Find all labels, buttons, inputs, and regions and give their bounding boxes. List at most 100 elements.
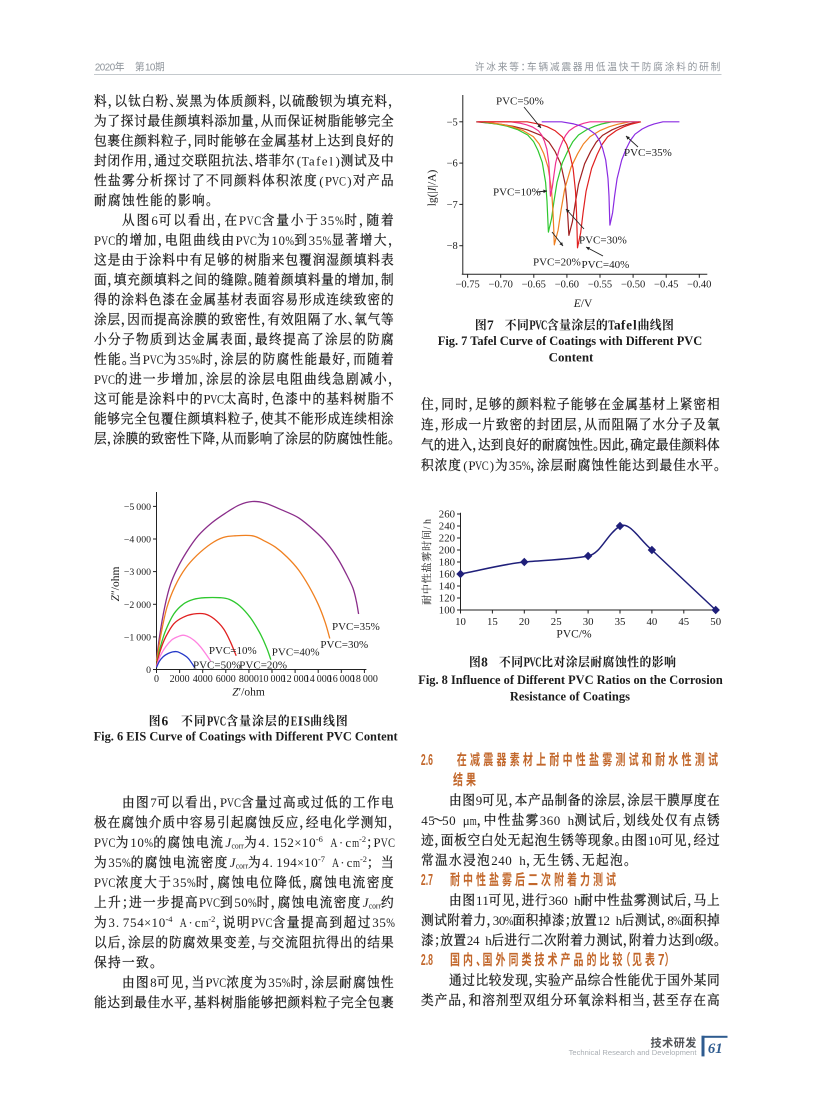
svg-text:P: P	[220, 795, 227, 810]
svg-text:3: 3	[540, 813, 547, 828]
svg-text:0: 0	[146, 665, 151, 676]
svg-text:6: 6	[162, 713, 169, 728]
svg-text:61: 61	[708, 1041, 723, 1057]
svg-text:PVC=30%: PVC=30%	[320, 639, 368, 651]
svg-text:V: V	[475, 458, 482, 473]
svg-text:%: %	[505, 913, 514, 928]
svg-text:-7: -7	[318, 855, 325, 864]
svg-text:C: C	[108, 372, 115, 387]
svg-text:25: 25	[551, 616, 562, 628]
svg-text:PVC=10%: PVC=10%	[209, 645, 257, 657]
svg-text:7: 7	[123, 915, 130, 930]
svg-text:·: ·	[188, 915, 192, 930]
svg-text:·: ·	[339, 835, 343, 850]
svg-text:5: 5	[428, 813, 435, 828]
svg-text:C: C	[108, 875, 115, 890]
svg-text:μ: μ	[463, 813, 470, 828]
svg-text:3: 3	[372, 915, 379, 930]
svg-text:V: V	[529, 654, 536, 669]
svg-text:240: 240	[439, 521, 455, 533]
svg-text:T: T	[302, 154, 309, 169]
svg-text:−0.65: −0.65	[522, 279, 546, 290]
svg-text:e: e	[626, 317, 632, 332]
svg-text:0: 0	[309, 835, 316, 850]
svg-text:9: 9	[476, 793, 483, 808]
svg-text:0: 0	[150, 62, 156, 73]
svg-text:P: P	[94, 835, 101, 850]
svg-text:12 000: 12 000	[282, 674, 309, 685]
svg-text:A: A	[330, 835, 337, 850]
svg-text:P: P	[468, 458, 475, 473]
svg-text:6: 6	[547, 813, 554, 828]
svg-text:C: C	[482, 458, 489, 473]
svg-text:4: 4	[137, 915, 144, 930]
svg-text:3: 3	[309, 233, 316, 248]
svg-text:corr: corr	[369, 902, 382, 911]
svg-text:%: %	[323, 233, 332, 248]
svg-text:PVC=35%: PVC=35%	[332, 621, 380, 633]
svg-text:40: 40	[647, 616, 658, 628]
svg-text:100: 100	[439, 605, 455, 617]
svg-text:6: 6	[151, 213, 158, 228]
svg-text:P: P	[373, 835, 380, 850]
svg-text:C: C	[266, 915, 273, 930]
svg-text:1: 1	[304, 855, 311, 870]
svg-text:−0.40: −0.40	[687, 279, 711, 290]
svg-text:Z″/ohm: Z″/ohm	[110, 567, 122, 602]
svg-text:1: 1	[482, 893, 489, 908]
svg-text:f: f	[316, 154, 321, 169]
svg-text:4: 4	[421, 813, 428, 828]
svg-text:10 000: 10 000	[258, 674, 285, 685]
svg-text:%: %	[248, 895, 257, 910]
svg-text:4000: 4000	[193, 674, 213, 685]
svg-text:C: C	[217, 392, 224, 407]
svg-text:I: I	[298, 713, 303, 728]
svg-text:1: 1	[271, 233, 278, 248]
svg-text:-2: -2	[359, 835, 366, 844]
svg-text:A: A	[332, 855, 339, 870]
svg-text:−0.55: −0.55	[588, 279, 612, 290]
svg-text:140: 140	[439, 581, 455, 593]
svg-text:Technical Research and Develop: Technical Research and Development	[569, 1048, 698, 1057]
svg-text:15: 15	[487, 616, 498, 628]
svg-text:P: P	[207, 713, 213, 728]
svg-text:PVC=40%: PVC=40%	[582, 259, 630, 271]
svg-text:C: C	[108, 233, 115, 248]
svg-text:(: (	[319, 173, 323, 188]
svg-text:45: 45	[678, 616, 689, 628]
svg-text:−5 000: −5 000	[124, 502, 151, 513]
svg-text:7: 7	[658, 952, 665, 969]
svg-text:5: 5	[115, 855, 122, 870]
svg-text:0: 0	[154, 674, 159, 685]
svg-text:×: ×	[294, 835, 301, 850]
svg-text:0: 0	[110, 62, 116, 73]
svg-text:0: 0	[159, 915, 166, 930]
svg-text:0: 0	[137, 835, 144, 850]
svg-text:2: 2	[95, 62, 100, 73]
svg-text:C: C	[220, 713, 226, 728]
svg-text:Z′/ohm: Z′/ohm	[232, 687, 265, 699]
svg-text:S: S	[304, 713, 310, 728]
svg-text:V: V	[243, 233, 250, 248]
svg-text:V: V	[535, 317, 542, 332]
svg-text:%: %	[191, 352, 200, 367]
svg-text:corr: corr	[232, 842, 245, 851]
svg-text:0: 0	[499, 913, 506, 928]
svg-text:V: V	[212, 975, 219, 990]
svg-text:5: 5	[275, 975, 282, 990]
svg-text:220: 220	[439, 533, 455, 545]
svg-text:7: 7	[150, 795, 157, 810]
svg-text:5: 5	[130, 915, 137, 930]
svg-text:4: 4	[262, 855, 269, 870]
svg-text:PVC=10%: PVC=10%	[493, 187, 541, 199]
svg-text:3: 3	[493, 913, 500, 928]
svg-text:14 000: 14 000	[305, 674, 332, 685]
svg-text:1: 1	[648, 833, 655, 848]
svg-text:5: 5	[180, 875, 187, 890]
svg-text:6000: 6000	[216, 674, 236, 685]
svg-text:(: (	[463, 458, 467, 473]
svg-text:C: C	[339, 173, 346, 188]
svg-text:.: .	[270, 855, 273, 870]
svg-text:.: .	[116, 915, 119, 930]
svg-text:−0.50: −0.50	[621, 279, 645, 290]
